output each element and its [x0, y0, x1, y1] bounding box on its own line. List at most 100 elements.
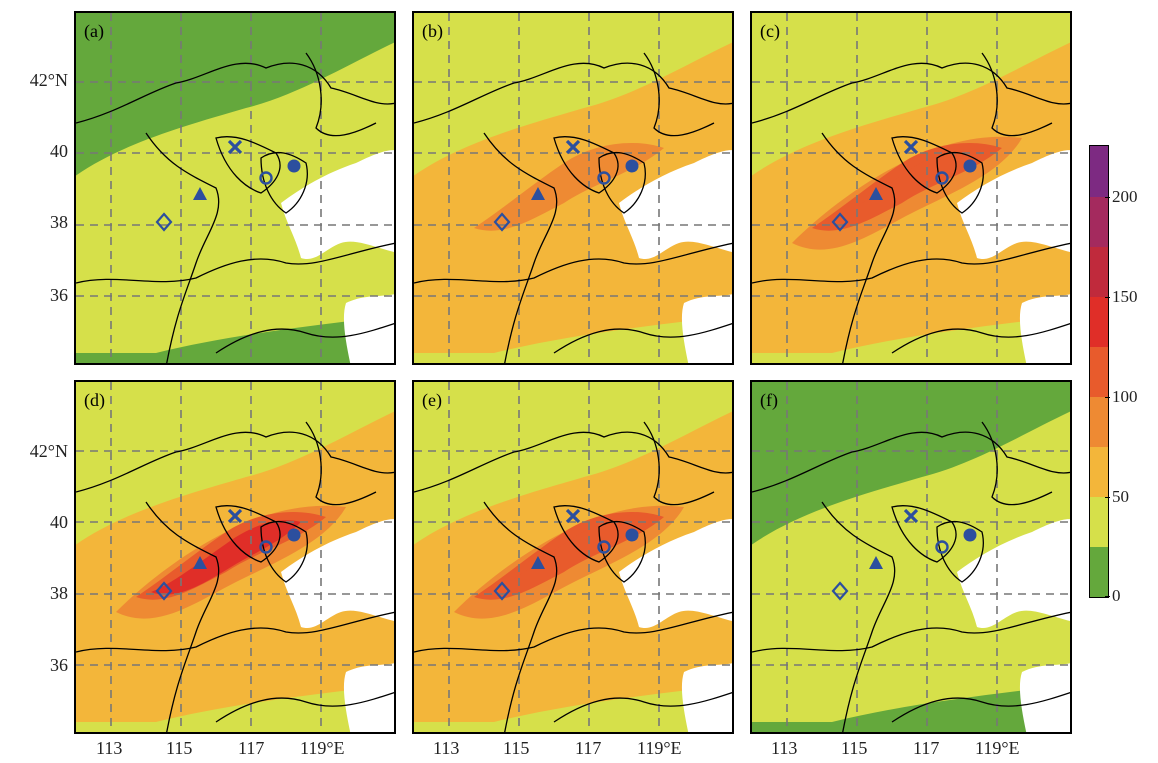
map-field	[414, 382, 732, 732]
province-border	[752, 62, 1070, 124]
colorbar-tick-0: 0	[1112, 586, 1121, 605]
cross-marker	[227, 139, 243, 155]
lon-tick-117: 117	[575, 738, 602, 758]
map-field	[76, 13, 394, 363]
province-border	[260, 520, 308, 583]
lat-tick-42: 42°N	[29, 70, 68, 90]
province-border	[821, 501, 896, 732]
province-border	[414, 242, 732, 284]
province-border	[752, 431, 1070, 493]
triangle-marker	[193, 556, 207, 569]
map-panel: (a)	[74, 11, 396, 365]
province-border	[414, 431, 732, 493]
circle-open-marker	[597, 540, 611, 554]
province-border	[891, 136, 957, 194]
map-field	[752, 13, 1070, 363]
lon-tick-119e: 119°E	[975, 738, 1020, 758]
province-border	[891, 505, 957, 563]
rainfall-band	[151, 151, 301, 226]
circle-filled-marker	[287, 528, 301, 542]
panel-label: (a)	[84, 21, 104, 41]
cross-marker	[903, 508, 919, 524]
lat-tick-40: 40	[50, 141, 68, 161]
sea-area	[343, 663, 394, 732]
province-border	[643, 52, 715, 137]
colorbar-segment	[1090, 546, 1108, 598]
diamond-marker	[493, 581, 511, 601]
sea-area	[681, 294, 732, 363]
lon-tick-113: 113	[433, 738, 460, 758]
lon-tick-115: 115	[841, 738, 868, 758]
diamond-marker	[155, 212, 173, 232]
lon-tick-117: 117	[238, 738, 265, 758]
province-border	[76, 242, 394, 284]
circle-filled-marker	[963, 528, 977, 542]
sea-area	[343, 294, 394, 363]
sea-area	[619, 519, 732, 628]
province-border	[553, 322, 732, 354]
province-border	[981, 52, 1053, 137]
colorbar-segment	[1090, 296, 1108, 347]
lon-tick-113: 113	[771, 738, 798, 758]
lat-tick-38: 38	[50, 583, 68, 603]
triangle-marker	[869, 187, 883, 200]
colorbar-tickmark	[1105, 497, 1110, 498]
province-border	[553, 691, 732, 723]
colorbar-tick-200: 200	[1112, 187, 1138, 206]
province-border	[598, 520, 646, 583]
sea-area	[1019, 294, 1070, 363]
colorbar-tickmark	[1105, 197, 1110, 198]
province-border	[76, 62, 394, 124]
panel-label: (c)	[760, 21, 780, 41]
panel-label: (b)	[422, 21, 443, 41]
map-field	[76, 382, 394, 732]
colorbar-tick-100: 100	[1112, 387, 1138, 406]
map-panel: (b)	[412, 11, 734, 365]
rainfall-band	[489, 520, 639, 595]
province-border	[215, 691, 394, 723]
lat-tick-40: 40	[50, 512, 68, 532]
colorbar-tick-150: 150	[1112, 287, 1138, 306]
diamond-marker	[831, 212, 849, 232]
circle-filled-marker	[625, 159, 639, 173]
colorbar-segment	[1090, 246, 1108, 297]
circle-open-marker	[935, 540, 949, 554]
province-border	[598, 151, 646, 214]
lon-tick-119e: 119°E	[637, 738, 682, 758]
triangle-marker	[193, 187, 207, 200]
sea-area	[281, 519, 394, 628]
province-border	[305, 421, 377, 506]
lon-tick-117: 117	[913, 738, 940, 758]
map-panel: (d)	[74, 380, 396, 734]
lon-tick-119e: 119°E	[300, 738, 345, 758]
circle-open-marker	[259, 171, 273, 185]
lon-tick-113: 113	[96, 738, 123, 758]
province-border	[936, 151, 984, 214]
province-border	[752, 242, 1070, 284]
colorbar-segment	[1090, 446, 1108, 498]
colorbar-segment	[1090, 196, 1108, 247]
colorbar-tickmark	[1105, 596, 1110, 597]
province-border	[414, 611, 732, 653]
map-panel: (f)	[750, 380, 1072, 734]
panel-label: (d)	[84, 390, 105, 410]
province-border	[215, 136, 281, 194]
lat-tick-36: 36	[50, 655, 68, 675]
province-border	[891, 322, 1070, 354]
cross-marker	[565, 139, 581, 155]
province-border	[145, 132, 220, 363]
sea-area	[681, 663, 732, 732]
colorbar-segment	[1090, 496, 1108, 548]
colorbar-segment	[1090, 146, 1108, 197]
province-border	[414, 62, 732, 124]
colorbar-segment	[1090, 346, 1108, 398]
colorbar-tickmark	[1105, 397, 1110, 398]
diamond-marker	[831, 581, 849, 601]
cross-marker	[227, 508, 243, 524]
colorbar	[1089, 145, 1109, 598]
diamond-marker	[493, 212, 511, 232]
circle-filled-marker	[287, 159, 301, 173]
colorbar-tickmark	[1105, 297, 1110, 298]
lat-tick-36: 36	[50, 285, 68, 305]
sea-area	[957, 150, 1070, 259]
